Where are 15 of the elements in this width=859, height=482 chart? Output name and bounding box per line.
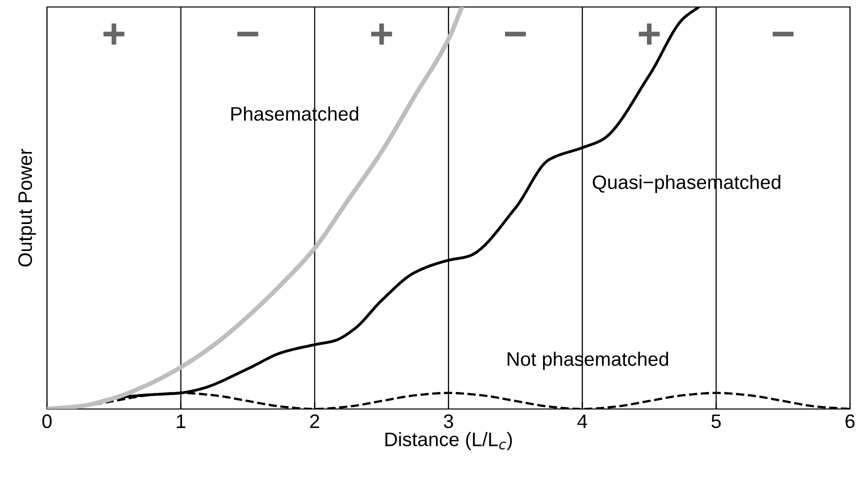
x-axis-title: Distance (L/L$_{c}$) [385,432,512,450]
annotation: + [104,23,124,45]
y-axis-title: Output Power [18,148,36,267]
x-tick-label: 3 [444,414,454,428]
annotation: − [772,32,794,36]
x-tick-label: 5 [712,414,721,428]
x-tick-label: 6 [846,414,855,428]
annotation: − [504,32,526,36]
x-tick-label: 4 [577,414,588,428]
x-tick-label: 0 [42,414,52,428]
x-tick-label: 2 [310,414,320,428]
annotation: + [638,23,660,45]
annotation: − [237,32,258,36]
x-tick-label: 1 [176,414,186,428]
annotation: + [371,23,392,45]
